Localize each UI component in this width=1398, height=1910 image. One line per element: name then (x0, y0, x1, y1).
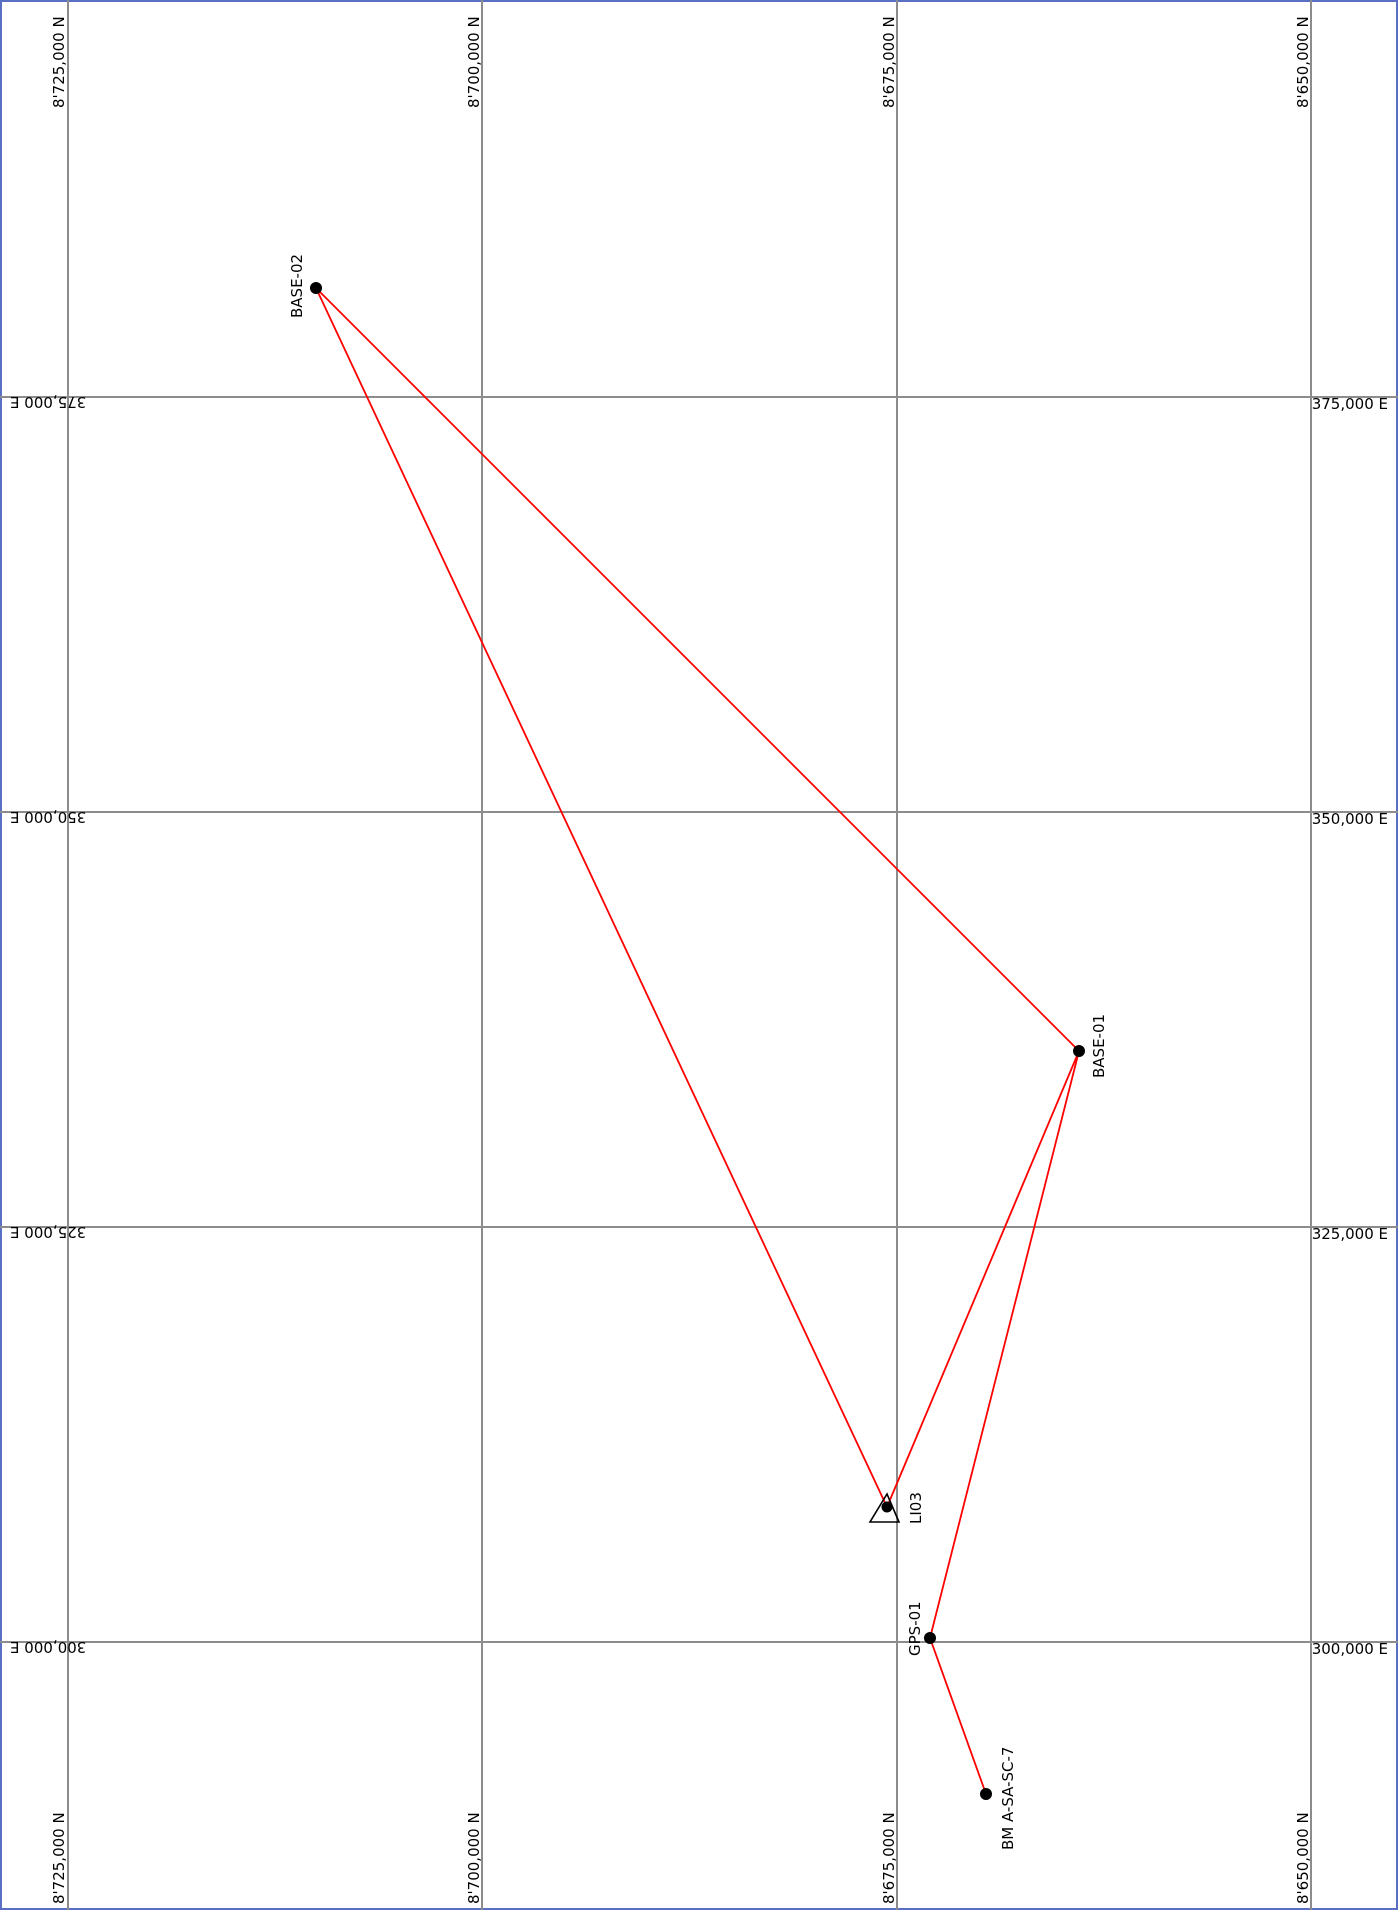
station-label-bm-a-sa-sc-7: BM A-SA-SC-7 (999, 1747, 1017, 1850)
station-marker-base-01[interactable] (1073, 1045, 1085, 1057)
station-marker-base-02[interactable] (310, 282, 322, 294)
connection-base02-base01 (315, 287, 1080, 1052)
easting-label-left-4: 300,000 E (10, 1638, 86, 1656)
station-marker-li03[interactable] (881, 1501, 893, 1513)
easting-label-left-1: 375,000 E (10, 393, 86, 411)
northing-label-top-3: 8'675,000 N (880, 16, 898, 108)
easting-label-left-3: 325,000 E (10, 1223, 86, 1241)
connection-base02-li03 (315, 287, 888, 1508)
easting-label-left-2: 350,000 E (10, 808, 86, 826)
northing-label-top-1: 8'725,000 N (50, 16, 68, 108)
connection-li03-base01 (886, 1050, 1080, 1508)
northing-label-bottom-1: 8'725,000 N (50, 1812, 68, 1904)
northing-label-bottom-4: 8'650,000 N (1294, 1812, 1312, 1904)
station-marker-bm-a-sa-sc-7[interactable] (980, 1788, 992, 1800)
northing-label-bottom-3: 8'675,000 N (880, 1812, 898, 1904)
station-label-gps-01: GPS-01 (906, 1601, 924, 1656)
easting-label-right-4: 300,000 E (1312, 1640, 1388, 1658)
easting-label-right-3: 325,000 E (1312, 1225, 1388, 1243)
network-lines (315, 287, 1080, 1795)
station-marker-gps-01[interactable] (924, 1632, 936, 1644)
station-label-base-01: BASE-01 (1090, 1014, 1108, 1078)
easting-label-right-1: 375,000 E (1312, 395, 1388, 413)
station-label-li03: LI03 (907, 1492, 925, 1524)
northing-label-top-2: 8'700,000 N (465, 16, 483, 108)
station-triangle-li03[interactable] (868, 1492, 901, 1523)
easting-label-right-2: 350,000 E (1312, 810, 1388, 828)
northing-label-top-4: 8'650,000 N (1294, 16, 1312, 108)
station-label-base-02: BASE-02 (288, 254, 306, 318)
northing-label-bottom-2: 8'700,000 N (465, 1812, 483, 1904)
connection-gps01-bm (929, 1637, 987, 1795)
connection-base01-gps01 (929, 1050, 1080, 1639)
